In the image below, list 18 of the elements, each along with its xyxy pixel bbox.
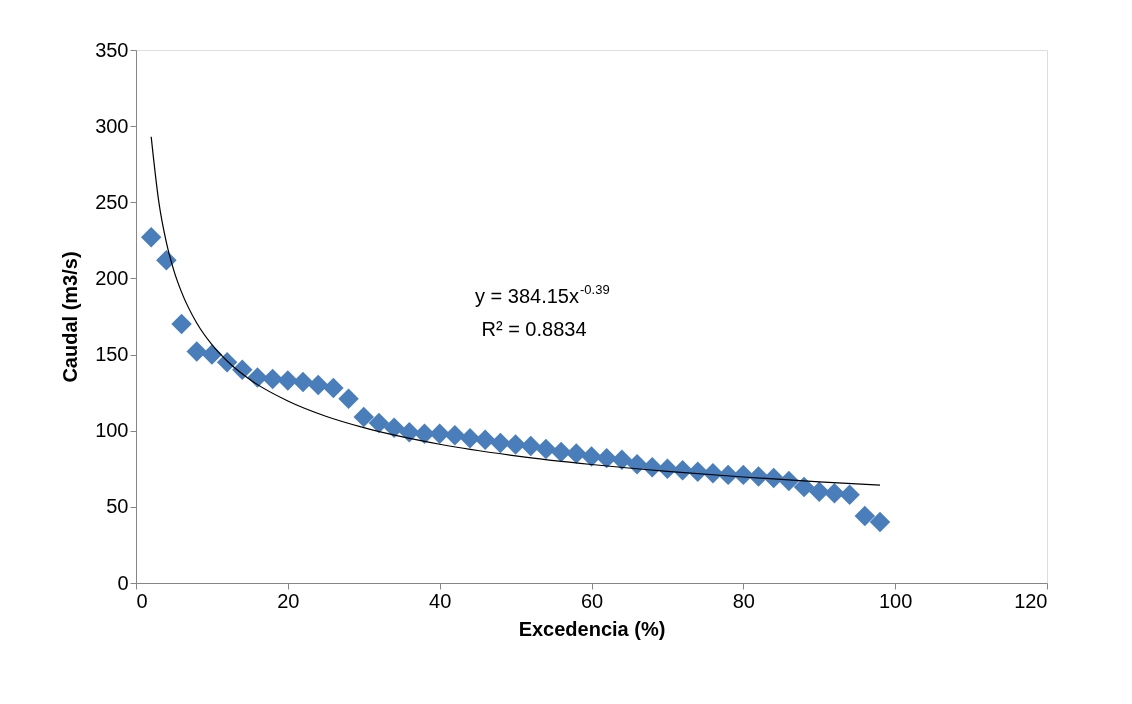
y-tick-label: 150	[95, 343, 129, 366]
x-tick-label: 0	[136, 589, 148, 612]
y-tick-label: 250	[95, 190, 129, 213]
y-tick-label: 350	[95, 38, 129, 61]
x-tick-label: 20	[277, 589, 300, 612]
y-tick-label: 0	[117, 571, 129, 594]
y-tick-label: 300	[95, 114, 129, 137]
y-tick-label: 50	[106, 495, 129, 518]
annotation: R² = 0.8834	[481, 318, 587, 340]
x-tick-label: 100	[878, 589, 913, 612]
y-axis-title: Caudal (m3/s)	[59, 251, 82, 383]
x-tick-label: 80	[732, 589, 755, 612]
x-tick-label: 120	[1014, 589, 1048, 612]
y-tick-label: 200	[95, 266, 129, 289]
x-tick-label: 40	[429, 589, 452, 612]
x-axis-title: Excedencia (%)	[518, 617, 666, 640]
y-tick-label: 100	[95, 419, 129, 442]
x-tick-label: 60	[580, 589, 604, 612]
